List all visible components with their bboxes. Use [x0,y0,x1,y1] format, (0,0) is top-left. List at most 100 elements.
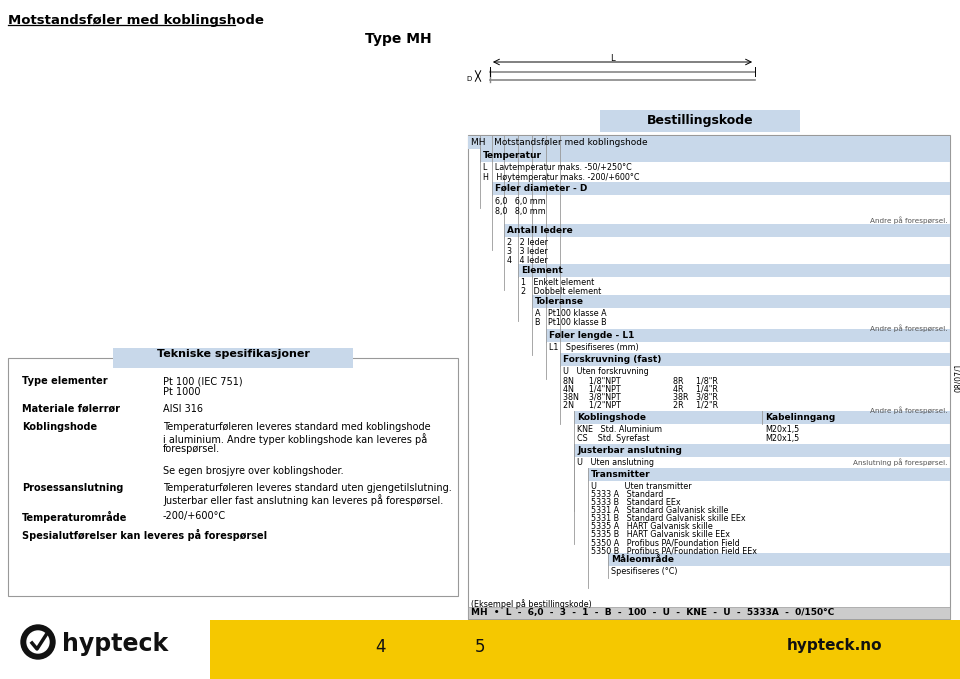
Bar [0,620,210,679]
Text: D: D [466,76,471,82]
Text: Føler diameter - D: Føler diameter - D [495,184,588,193]
Text: Materiale følerrør: Materiale følerrør [22,404,120,414]
Text: 5335 B   HART Galvanisk skille EEx: 5335 B HART Galvanisk skille EEx [591,530,730,539]
Text: AISI 316: AISI 316 [163,404,203,414]
Text: Koblingshode: Koblingshode [577,413,646,422]
Text: KNE   Std. Aluminium: KNE Std. Aluminium [577,425,662,434]
Text: MH   Motstandsføler med koblingshode: MH Motstandsføler med koblingshode [471,138,648,147]
Text: L1   Spesifiseres (mm): L1 Spesifiseres (mm) [549,343,638,352]
Text: Temperaturføleren leveres standard med koblingshode: Temperaturføleren leveres standard med k… [163,422,431,432]
Text: Antall ledere: Antall ledere [507,226,573,235]
Text: 1   Enkelt element: 1 Enkelt element [521,278,594,287]
Text: Koblingshode: Koblingshode [22,422,97,432]
Text: 2N      1/2"NPT: 2N 1/2"NPT [563,400,621,409]
Text: Kabelinngang: Kabelinngang [765,413,835,422]
Text: 8,0   8,0 mm: 8,0 8,0 mm [495,207,545,216]
Bar [468,607,950,619]
Text: 5333 A   Standard: 5333 A Standard [591,490,663,499]
Bar [600,110,800,132]
Text: L   Lavtemperatur maks. -50/+250°C: L Lavtemperatur maks. -50/+250°C [483,163,632,172]
Bar [574,411,762,424]
Circle shape [21,625,55,659]
Bar [608,553,950,566]
Text: Føler lengde - L1: Føler lengde - L1 [549,331,635,340]
Text: -200/+600°C: -200/+600°C [163,511,227,521]
Text: Motstandsføler med koblingshode: Motstandsføler med koblingshode [8,14,264,27]
Text: Element: Element [521,266,563,275]
Text: 8N      1/8"NPT: 8N 1/8"NPT [563,376,620,385]
Text: Type MH: Type MH [365,32,432,46]
Text: 2   2 leder: 2 2 leder [507,238,548,247]
Text: Se egen brosjyre over koblingshoder.: Se egen brosjyre over koblingshoder. [163,466,344,476]
Text: Pt 100 (IEC 751): Pt 100 (IEC 751) [163,376,243,386]
Text: Transmitter: Transmitter [591,470,651,479]
Bar [468,135,950,619]
Text: 2R     1/2"R: 2R 1/2"R [673,400,718,409]
Text: 4   4 leder: 4 4 leder [507,256,548,265]
Text: Spesifiseres (°C): Spesifiseres (°C) [611,567,678,576]
Text: Bestillingskode: Bestillingskode [647,114,754,127]
Bar [492,182,950,195]
Bar [518,264,950,277]
Text: 38N    3/8"NPT: 38N 3/8"NPT [563,392,620,401]
Text: H   Høytemperatur maks. -200/+600°C: H Høytemperatur maks. -200/+600°C [483,173,639,182]
Text: Pt 1000: Pt 1000 [163,387,201,397]
Text: 2   Dobbelt element: 2 Dobbelt element [521,287,601,296]
Circle shape [27,631,49,653]
Text: L: L [610,54,614,63]
Text: Andre på forespørsel.: Andre på forespørsel. [870,216,947,223]
Bar [546,329,950,342]
Bar [588,468,950,481]
Text: M20x1,5: M20x1,5 [765,425,800,434]
Text: 6,0   6,0 mm: 6,0 6,0 mm [495,197,545,206]
Text: Spesialutførelser kan leveres på forespørsel: Spesialutførelser kan leveres på forespø… [22,529,267,541]
Bar [113,348,353,368]
Text: Type elementer: Type elementer [22,376,108,386]
Text: 08/07/1: 08/07/1 [953,363,960,392]
Text: 8R     1/8"R: 8R 1/8"R [673,376,718,385]
Text: 4R     1/4"R: 4R 1/4"R [673,384,718,393]
Text: 5335 A   HART Galvanisk skille: 5335 A HART Galvanisk skille [591,522,712,531]
Text: B   Pt100 klasse B: B Pt100 klasse B [535,318,607,327]
Text: Prosessanslutning: Prosessanslutning [22,483,124,493]
Text: hypteck.no: hypteck.no [787,638,883,653]
Bar [504,224,950,237]
Bar [560,353,950,366]
Text: Justerbar eller fast anslutning kan leveres på forespørsel.: Justerbar eller fast anslutning kan leve… [163,494,444,506]
Text: A   Pt100 klasse A: A Pt100 klasse A [535,309,607,318]
Bar [480,149,950,162]
Text: Forskruvning (fast): Forskruvning (fast) [563,355,661,364]
Text: 4: 4 [374,638,385,656]
Text: Temperaturområde: Temperaturområde [22,511,128,523]
Text: 5: 5 [475,638,485,656]
Text: U           Uten transmitter: U Uten transmitter [591,482,691,491]
Text: hypteck: hypteck [62,632,168,656]
Text: Andre på forespørsel.: Andre på forespørsel. [870,406,947,414]
Text: Toleranse: Toleranse [535,297,584,306]
Text: 3   3 leder: 3 3 leder [507,247,548,256]
Text: Temperaturføleren leveres standard uten gjengetilslutning.: Temperaturføleren leveres standard uten … [163,483,452,493]
Bar [8,358,458,596]
Text: Andre på forespørsel.: Andre på forespørsel. [870,324,947,332]
Text: U   Uten forskruvning: U Uten forskruvning [563,367,649,376]
Text: 5331 B   Standard Galvanisk skille EEx: 5331 B Standard Galvanisk skille EEx [591,514,746,523]
Text: Justerbar anslutning: Justerbar anslutning [577,446,682,455]
Text: Temperatur: Temperatur [483,151,542,160]
Bar [468,136,950,149]
Text: 5331 A   Standard Galvanisk skille: 5331 A Standard Galvanisk skille [591,506,729,515]
Text: 5333 B   Standard EEx: 5333 B Standard EEx [591,498,681,507]
Text: 4N      1/4"NPT: 4N 1/4"NPT [563,384,620,393]
Text: forespørsel.: forespørsel. [163,444,220,454]
Text: Anslutning på forespørsel.: Anslutning på forespørsel. [852,458,947,466]
Bar [762,411,950,424]
Text: U   Uten anslutning: U Uten anslutning [577,458,654,467]
Bar [532,295,950,308]
Text: M20x1,5: M20x1,5 [765,434,800,443]
Text: Tekniske spesifikasjoner: Tekniske spesifikasjoner [156,349,309,359]
Text: (Eksempel på bestillingskode): (Eksempel på bestillingskode) [471,599,591,609]
Bar [574,444,950,457]
Text: 5350 B   Profibus PA/Foundation Field EEx: 5350 B Profibus PA/Foundation Field EEx [591,546,757,555]
Text: CS    Std. Syrefast: CS Std. Syrefast [577,434,649,443]
Text: MH  •  L  -  6,0  -  3  -  1  -  B  -  100  -  U  -  KNE  -  U  -  5333A  -  0/1: MH • L - 6,0 - 3 - 1 - B - 100 - U - KNE… [471,608,834,617]
Text: Måleområde: Måleområde [611,555,674,564]
